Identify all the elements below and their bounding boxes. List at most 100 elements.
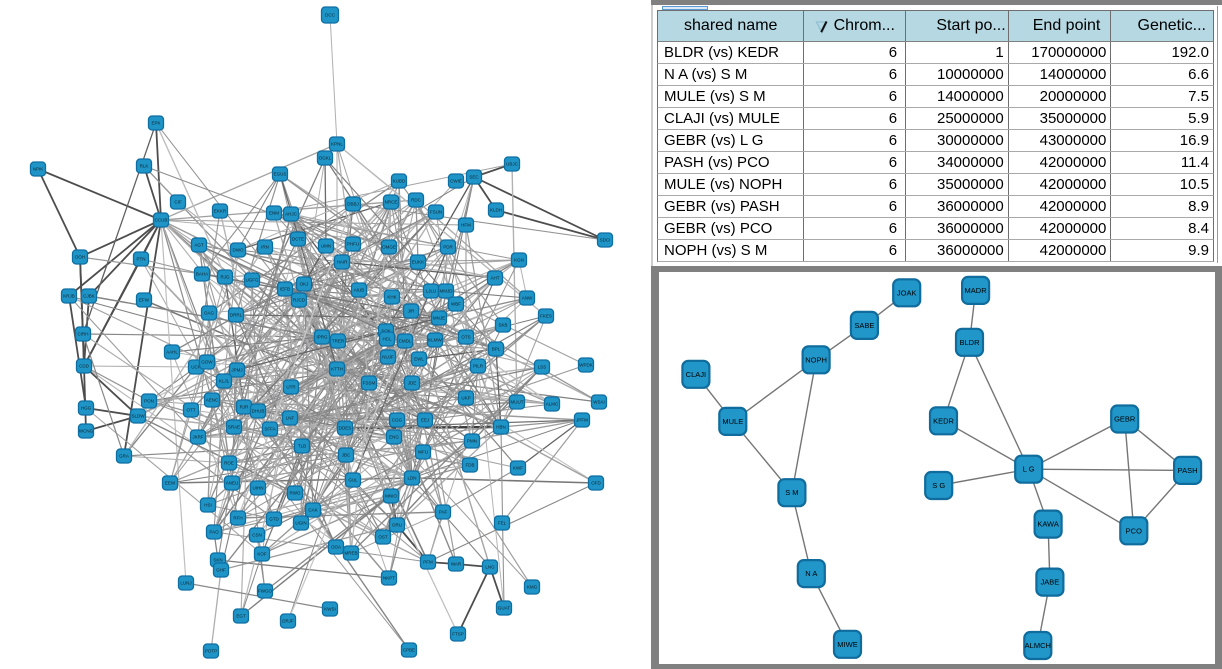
svg-text:LJLU: LJLU [426, 289, 437, 294]
svg-text:S G: S G [932, 481, 945, 490]
svg-text:WBF: WBF [451, 302, 461, 307]
svg-text:HSI: HSI [204, 503, 212, 508]
svg-text:NPIK: NPIK [33, 167, 44, 172]
svg-text:DWO: DWO [233, 248, 244, 253]
svg-text:NKPT: NKPT [383, 576, 395, 581]
svg-text:FSUN: FSUN [430, 210, 442, 215]
svg-text:AHJC: AHJC [285, 212, 298, 217]
svg-text:AHT: AHT [491, 276, 500, 281]
svg-text:TRER: TRER [332, 339, 345, 344]
svg-text:AIUB: AIUB [354, 288, 365, 293]
svg-text:FWGO: FWGO [258, 589, 272, 594]
svg-text:MADR: MADR [965, 286, 988, 295]
svg-text:IPRG: IPRG [316, 335, 328, 340]
svg-text:UBJC: UBJC [506, 162, 519, 167]
svg-text:CMDL: CMDL [399, 339, 412, 344]
svg-text:CWIE: CWIE [450, 179, 462, 184]
svg-text:NOPH: NOPH [805, 355, 827, 364]
svg-text:BAHA: BAHA [196, 272, 208, 277]
svg-text:UIHN: UIHN [253, 486, 264, 491]
svg-text:POTP: POTP [205, 649, 217, 654]
svg-text:KWSI: KWSI [324, 607, 336, 612]
svg-text:LUNJ: LUNJ [180, 581, 191, 586]
svg-text:GOW: GOW [201, 360, 213, 365]
svg-text:SLDW: SLDW [131, 414, 145, 419]
svg-text:RJR: RJR [240, 405, 249, 410]
svg-text:SRAE: SRAE [228, 425, 240, 430]
svg-text:CIF: CIF [174, 200, 182, 205]
svg-text:RJG: RJG [221, 275, 230, 280]
svg-text:GEBR: GEBR [1114, 415, 1136, 424]
svg-text:PTN: PTN [137, 257, 146, 262]
svg-text:MNIO: MNIO [385, 494, 397, 499]
svg-text:WAR: WAR [451, 562, 462, 567]
svg-text:JIR: JIR [408, 309, 416, 314]
svg-text:KOF: KOF [257, 552, 267, 557]
svg-text:NUJF: NUJF [382, 355, 394, 360]
svg-text:KEDR: KEDR [933, 416, 954, 425]
svg-text:JKRF: JKRF [192, 435, 204, 440]
svg-text:OTT: OTT [187, 408, 196, 413]
svg-text:N A: N A [805, 569, 817, 578]
svg-text:KTTH: KTTH [331, 367, 343, 372]
svg-text:MIWE: MIWE [837, 640, 857, 649]
svg-text:SEC: SEC [469, 175, 479, 180]
svg-text:WFU: WFU [418, 450, 428, 455]
svg-text:TLB: TLB [298, 444, 306, 449]
svg-text:EGT: EGT [236, 614, 246, 619]
svg-text:KHK: KHK [387, 295, 396, 300]
svg-text:OTS: OTS [461, 335, 470, 340]
svg-text:UGIN: UGIN [295, 521, 306, 526]
svg-text:DRJF: DRJF [282, 619, 294, 624]
svg-text:GUAT: GUAT [498, 606, 510, 611]
svg-text:AENC: AENC [206, 398, 219, 403]
svg-text:ANEU: ANEU [226, 481, 239, 486]
svg-text:MREB: MREB [344, 551, 357, 556]
svg-text:LDN: LDN [407, 476, 416, 481]
svg-text:JOAK: JOAK [897, 288, 917, 297]
svg-text:KRJB: KRJB [63, 294, 75, 299]
svg-text:SKB: SKB [498, 323, 507, 328]
svg-text:KPNL: KPNL [331, 142, 343, 147]
svg-text:DCC: DCC [325, 13, 335, 18]
svg-text:WCNG: WCNG [79, 429, 94, 434]
svg-text:ALMCH: ALMCH [1025, 641, 1051, 650]
svg-text:OOH: OOH [75, 255, 85, 260]
svg-text:FSSM: FSSM [363, 381, 376, 386]
svg-text:BPL: BPL [492, 347, 501, 352]
svg-text:NRCE: NRCE [385, 200, 398, 205]
svg-text:HBN: HBN [496, 425, 506, 430]
svg-text:ANW: ANW [522, 296, 533, 301]
svg-text:PCO: PCO [1126, 526, 1142, 535]
svg-text:EEW: EEW [165, 481, 176, 486]
svg-text:JPFM: JPFM [576, 418, 588, 423]
svg-text:MNJE: MNJE [433, 316, 445, 321]
svg-text:S M: S M [785, 488, 798, 497]
svg-text:UTR: UTR [286, 385, 296, 390]
svg-text:CSN: CSN [252, 533, 262, 538]
svg-text:JDE: JDE [408, 381, 417, 386]
svg-text:HAIR: HAIR [337, 260, 349, 265]
svg-text:EKKR: EKKR [214, 209, 227, 214]
svg-text:RLK: RLK [140, 164, 149, 169]
svg-text:KMG: KMG [527, 585, 538, 590]
svg-text:MUUT: MUUT [511, 400, 524, 405]
svg-text:ALMC: ALMC [546, 402, 559, 407]
svg-text:KWF: KWF [513, 466, 523, 471]
svg-text:DBBJ: DBBJ [347, 202, 359, 207]
svg-text:CIRH: CIRH [78, 332, 89, 337]
svg-text:LNF: LNF [286, 416, 295, 421]
svg-text:KLJL: KLJL [219, 379, 230, 384]
svg-text:IRN: IRN [261, 245, 269, 250]
svg-text:WPDK: WPDK [579, 363, 593, 368]
svg-text:PASH: PASH [1178, 466, 1198, 475]
svg-text:PAO: PAO [209, 530, 219, 535]
svg-text:EUKK: EUKK [412, 260, 424, 265]
svg-text:CDD: CDD [79, 364, 89, 369]
svg-text:KLDH: KLDH [490, 208, 502, 213]
svg-text:CAK: CAK [308, 508, 317, 513]
svg-text:FKES: FKES [540, 314, 552, 319]
svg-text:HGG: HGG [81, 406, 92, 411]
svg-text:ORU: ORU [392, 523, 402, 528]
svg-text:OAG: OAG [204, 311, 215, 316]
